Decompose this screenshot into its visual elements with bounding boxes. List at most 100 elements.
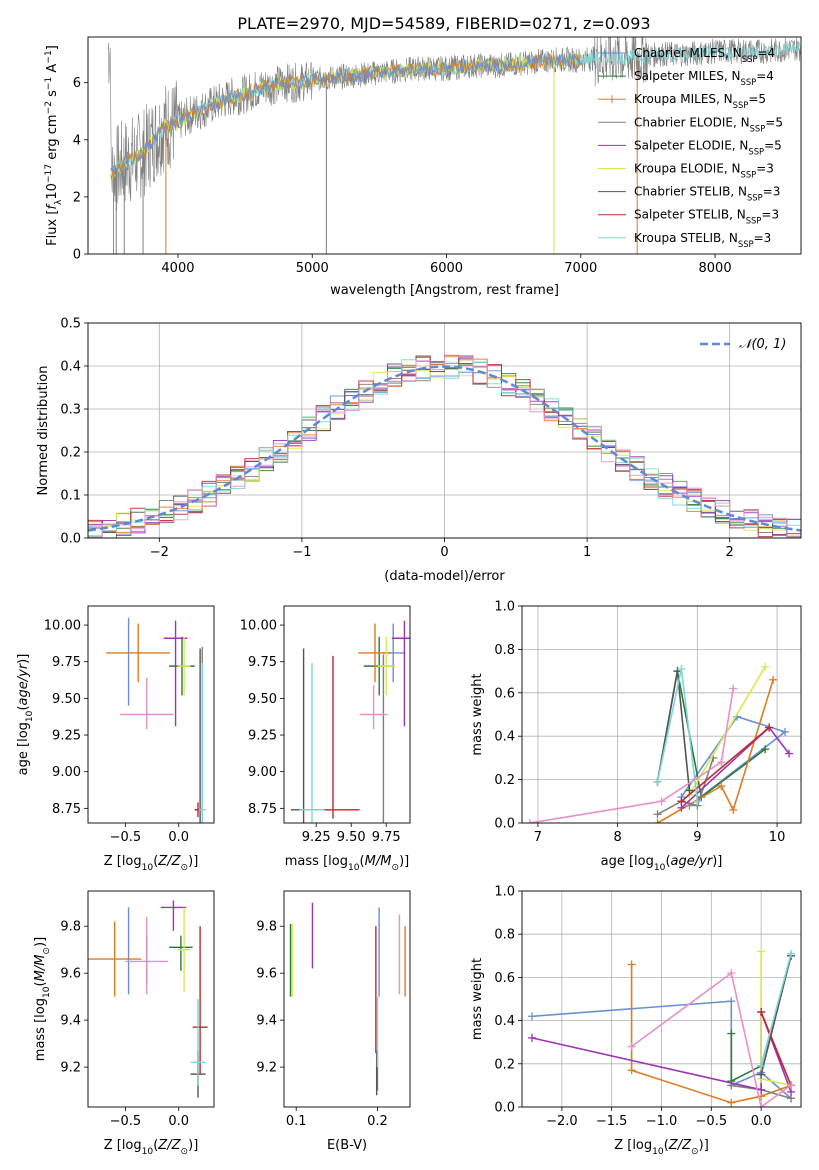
y-tick-label: 4 [73,133,81,148]
mass_vs_z-axes: −0.5 0.09.29.49.69.8Z [log10(Z/Z⊙)]mass [… [33,890,215,1157]
y-tick-label: 0.8 [494,928,515,943]
y-tick-label: 0.4 [60,360,81,375]
mw-z-xlabel-part: 10 [652,1147,664,1157]
x-tick-label: 10 [769,830,786,845]
mw-age-xlabel-part: age [log [601,854,654,869]
age-z-ylabel-part: 10 [25,710,35,722]
x-tick-label: 0.0 [168,1114,189,1129]
x-tick-label: 7 [534,830,542,845]
spectrum-axes: 4000 5000 6000 7000 8000 0 2 4 6 wavelength [Angs… [44,36,802,298]
mw_vs_z-lines [527,947,796,1107]
y-tick-label: 9.00 [52,765,81,780]
age-mass-xlabel-part: ( [360,854,365,869]
legend-label-part: =3 [761,208,779,222]
legend-label: Salpeter ELODIE, NSSP=5 [634,138,782,156]
legend-label: Kroupa ELODIE, NSSP=3 [634,162,774,180]
mw-age-ylabel: mass weight [470,673,485,755]
y-tick-label: 1.0 [494,600,515,615]
model-spectrum [110,52,581,174]
legend-label-part: SSP [741,170,757,180]
legend-label-part: Chabrier STELIB, N [634,185,747,199]
y-tick-label: 0.8 [494,643,515,658]
age-z-xlabel-part: )] [188,854,198,869]
y-tick-label: 6 [73,76,81,91]
residual-histogram [88,359,801,536]
legend-label-part: SSP [738,239,754,249]
y-tick-label: 0.4 [494,1014,515,1029]
y-tick-label: 9.8 [256,920,277,935]
mw-z-xlabel-part: Z/Z [668,1138,692,1153]
x-tick-label: 9.75 [372,830,401,845]
x-tick-label: −2 [150,545,169,560]
x-tick-label: −1.0 [646,1114,678,1129]
mass-z-ylabel: mass [log10(M/M⊙)] [33,937,52,1061]
x-tick-label: 9.25 [302,830,331,845]
spectrum-ylabel-part: ] [45,45,60,50]
legend-label-part: =3 [756,162,774,176]
axes-frame [87,36,802,255]
y-tick-label: 9.50 [52,692,81,707]
residual-histogram [88,355,801,538]
mass-weight-line [760,1011,792,1086]
legend-label-part: =5 [764,138,782,152]
legend-label: Chabrier ELODIE, NSSP=5 [634,115,783,133]
x-tick-label: 9.50 [337,830,366,845]
y-tick-label: 9.6 [256,967,277,982]
age-z-xlabel-part: ( [153,854,158,869]
y-tick-label: 9.8 [60,920,81,935]
y-tick-label: 9.2 [60,1061,81,1076]
x-tick-label: −0.5 [110,830,142,845]
age_vs_mass-axes: 9.25 9.50 9.75 8.75 9.00 9.25 9.50 9.75 10.00 mas… [240,605,411,873]
age-z-ylabel-part: )] [16,654,31,664]
axes-frame [87,605,215,824]
legend-label-part: Kroupa ELODIE, N [634,162,741,176]
legend-label-part: Salpeter STELIB, N [634,208,746,222]
x-tick-label: 0.1 [286,1114,307,1129]
spectrum-xlabel: wavelength [Angstrom, rest frame] [330,283,559,298]
mass-weight-line [657,679,774,823]
legend-label: Salpeter MILES, NSSP=4 [634,69,774,87]
age-z-xlabel-part: 10 [142,863,154,873]
y-tick-label: 0.2 [494,773,515,788]
spectrum-ylabel-part: f [45,203,60,210]
mw-age-xlabel-part: ( [665,854,670,869]
x-tick-label: 5000 [296,261,329,276]
y-tick-label: 10.00 [240,619,277,634]
y-tick-label: 9.2 [256,1061,277,1076]
y-tick-label: 9.50 [248,692,277,707]
residual-xlabel: (data-model)/error [384,569,505,584]
mw-z-xlabel-part: ( [664,1138,669,1153]
legend-label-part: =4 [756,69,774,83]
x-tick-label: 1 [583,545,591,560]
spectrum-ylabel-part: −2 [44,101,54,114]
age_vs_z-points [106,617,206,823]
mass-z-xlabel: Z [log10(Z/Z⊙)] [104,1138,199,1157]
y-tick-label: 0.3 [60,403,81,418]
legend-label-part: Kroupa STELIB, N [634,231,738,245]
age-z-ylabel-part: age [log [16,722,31,775]
y-tick-label: 8.75 [248,802,277,817]
age-z-xlabel-part: ⊙ [181,863,189,873]
x-tick-label: 0 [440,545,448,560]
age-z-xlabel-part: Z [log [104,854,142,869]
y-tick-label: 9.6 [60,967,81,982]
y-tick-label: 8.75 [52,802,81,817]
x-tick-label: 0.0 [751,1114,772,1129]
legend-label-part: Salpeter MILES, N [634,69,741,83]
x-tick-label: 4000 [161,261,194,276]
age-mass-xlabel-part: )] [399,854,409,869]
y-tick-label: 0.1 [60,489,81,504]
age_vs_mass-points [291,620,410,823]
legend-label-part: SSP [742,54,758,64]
mass-z-xlabel-part: Z/Z [157,1138,181,1153]
residual-ylabel: Normed distribution [36,366,51,496]
spectrum-ylabel: Flux [fλ10−17 erg cm−2 s−1 A−1] [44,45,64,246]
mass-z-ylabel-part: M/M [33,955,48,982]
axes-frame [87,890,215,1108]
legend-label-part: Salpeter ELODIE, N [634,138,748,152]
legend-label: Chabrier STELIB, NSSP=3 [634,185,780,203]
spectrum-ylabel-part: erg cm [45,114,60,163]
legend-label-part: =5 [765,115,783,129]
age-z-ylabel: age [log10(age/yr)] [16,654,35,776]
